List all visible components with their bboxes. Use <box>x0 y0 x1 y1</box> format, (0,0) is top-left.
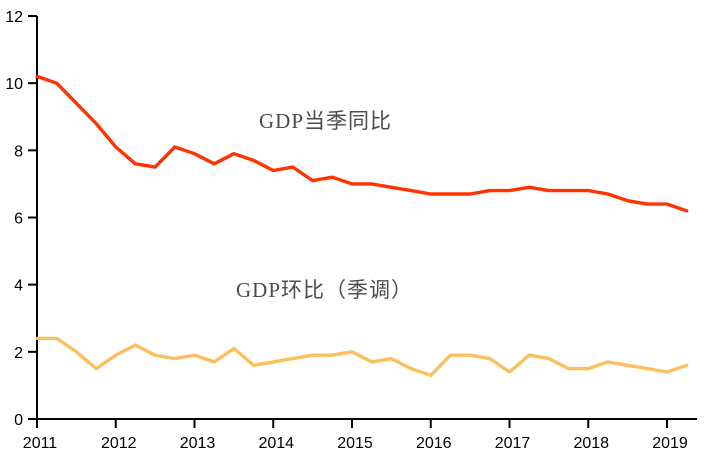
y-tick-label: 10 <box>5 76 23 93</box>
y-tick-label: 4 <box>14 278 23 295</box>
series-line-gdp-qoq <box>35 336 689 377</box>
y-tick-label: 2 <box>14 345 23 362</box>
x-tick-label: 2019 <box>652 435 688 452</box>
x-tick-label: 2018 <box>573 435 609 452</box>
x-tick-label: 2014 <box>258 435 294 452</box>
y-tick-label: 0 <box>14 412 23 429</box>
x-tick-label: 2012 <box>101 435 137 452</box>
y-tick-label: 6 <box>14 211 23 228</box>
series-label-gdp-yoy: GDP当季同比 <box>259 109 393 133</box>
y-tick-label: 8 <box>14 143 23 160</box>
y-tick-label: 12 <box>5 9 23 26</box>
series-line-gdp-yoy <box>35 74 689 213</box>
x-tick-label: 2017 <box>495 435 531 452</box>
x-tick-label: 2016 <box>416 435 452 452</box>
series-label-gdp-qoq: GDP环比（季调） <box>236 278 414 302</box>
x-tick-label: 2011 <box>23 435 58 452</box>
x-tick-label: 2015 <box>337 435 373 452</box>
x-tick-label: 2013 <box>180 435 216 452</box>
